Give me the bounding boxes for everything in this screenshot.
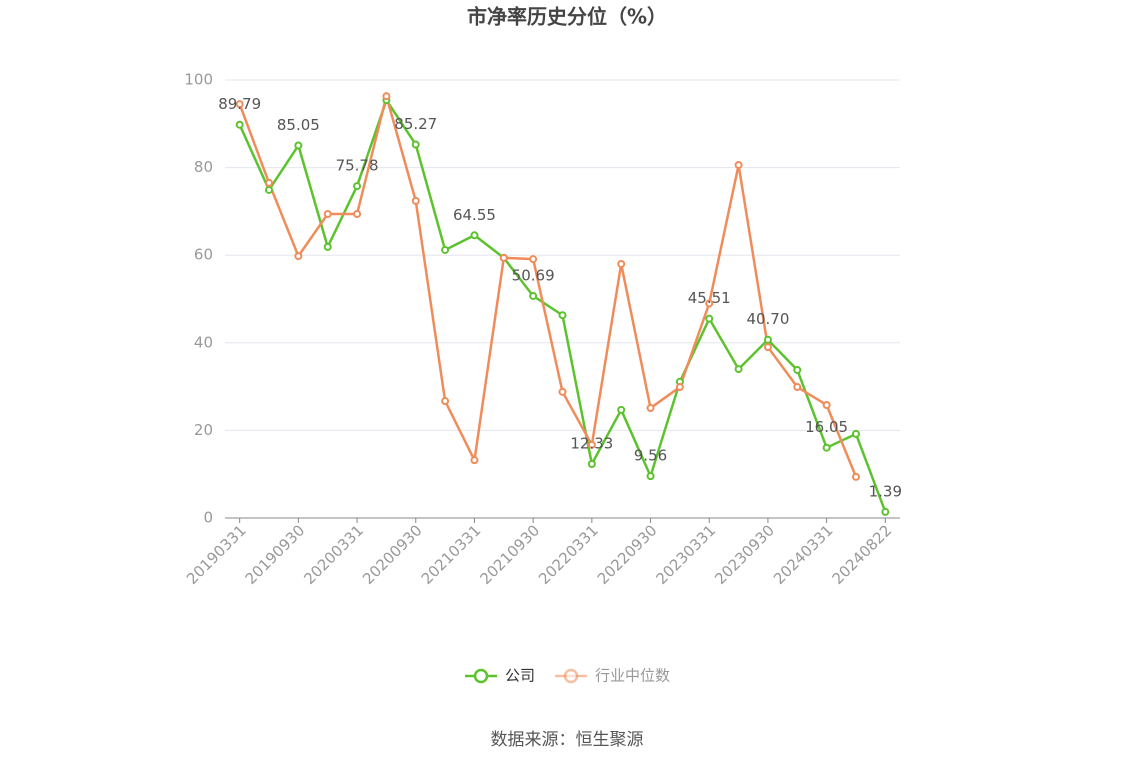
x-tick-label: 20210331 <box>418 521 485 588</box>
point <box>411 196 420 205</box>
point <box>529 255 538 264</box>
y-tick-label: 100 <box>184 71 213 89</box>
y-tick-label: 0 <box>203 509 213 527</box>
legend-label: 行业中位数 <box>595 667 670 685</box>
point <box>323 210 332 219</box>
point <box>705 314 714 323</box>
point <box>235 100 244 109</box>
data-label: 85.27 <box>394 115 437 133</box>
y-tick-label: 40 <box>194 333 213 351</box>
y-tick-label: 80 <box>194 158 213 176</box>
point <box>353 182 362 191</box>
legend-marker <box>563 668 579 684</box>
point <box>323 242 332 251</box>
point <box>294 252 303 261</box>
point <box>265 178 274 187</box>
data-label: 9.56 <box>634 447 667 465</box>
data-label: 50.69 <box>512 266 555 284</box>
point <box>265 185 274 194</box>
x-tick-label: 20220930 <box>594 521 661 588</box>
point <box>851 472 860 481</box>
x-tick-label: 20200930 <box>359 521 426 588</box>
x-tick-label: 20190331 <box>183 521 250 588</box>
data-label: 1.39 <box>869 482 902 500</box>
point <box>793 365 802 374</box>
point <box>646 404 655 413</box>
data-label: 64.55 <box>453 206 496 224</box>
point <box>441 245 450 254</box>
point <box>353 210 362 219</box>
source: 数据来源：恒生聚源 <box>491 730 644 750</box>
point <box>822 443 831 452</box>
data-label: 45.51 <box>688 289 731 307</box>
point <box>529 291 538 300</box>
point <box>470 456 479 465</box>
point <box>617 259 626 268</box>
x-tick-label: 20200331 <box>300 521 367 588</box>
legend-marker <box>473 668 489 684</box>
legend-label: 公司 <box>505 667 535 685</box>
point <box>382 92 391 101</box>
data-label: 85.05 <box>277 116 320 134</box>
point <box>881 507 890 516</box>
chart-title: 市净率历史分位（%） <box>467 5 667 29</box>
point <box>587 440 596 449</box>
point <box>587 459 596 468</box>
point <box>617 405 626 414</box>
point <box>499 253 508 262</box>
series-line <box>238 91 858 478</box>
point <box>763 343 772 352</box>
data-label: 89.79 <box>218 95 261 113</box>
data-label: 12.33 <box>570 434 613 452</box>
point <box>734 365 743 374</box>
x-tick-label: 20230930 <box>711 521 778 588</box>
point <box>470 231 479 240</box>
point <box>558 311 567 320</box>
point <box>793 383 802 392</box>
point <box>763 335 772 344</box>
point <box>705 299 714 308</box>
x-tick-label: 20210930 <box>476 521 543 588</box>
x-tick-label: 20240822 <box>829 521 896 588</box>
point <box>294 141 303 150</box>
x-tick-label: 20190930 <box>242 521 309 588</box>
x-tick-label: 20240331 <box>770 521 837 588</box>
x-tick-label: 20220331 <box>535 521 602 588</box>
point <box>734 160 743 169</box>
y-tick-label: 20 <box>194 421 213 439</box>
point <box>646 472 655 481</box>
point <box>822 400 831 409</box>
point <box>441 397 450 406</box>
point <box>675 383 684 392</box>
data-label: 40.70 <box>746 310 789 328</box>
x-tick-label: 20230331 <box>653 521 720 588</box>
data-label: 16.05 <box>805 418 848 436</box>
y-tick-label: 60 <box>194 246 213 264</box>
point <box>411 140 420 149</box>
data-label: 75.78 <box>336 157 379 175</box>
point <box>558 387 567 396</box>
point <box>235 120 244 129</box>
point <box>851 429 860 438</box>
